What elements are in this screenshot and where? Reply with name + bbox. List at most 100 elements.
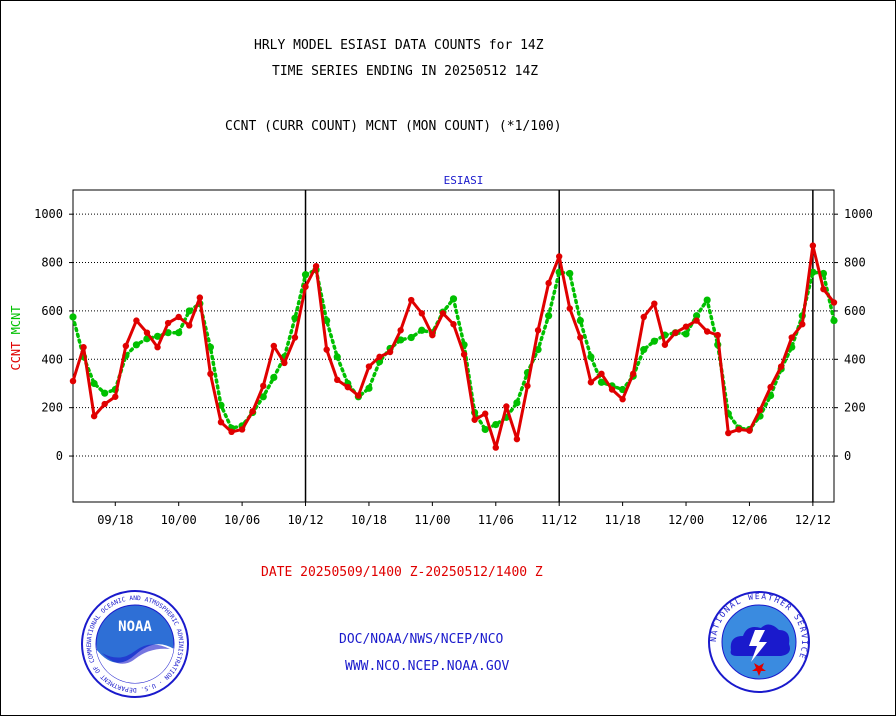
x-tick-label-8: 11/18 (605, 513, 641, 527)
series-1-point-18 (259, 393, 267, 401)
series-1-point-9 (164, 329, 172, 337)
series-0-point-71 (820, 285, 827, 293)
series-0-point-36 (450, 321, 457, 328)
url-link[interactable]: WWW.NCO.NCEP.NOAA.GOV (345, 659, 510, 674)
series-0-point-20 (281, 359, 288, 367)
series-0-line (71, 244, 836, 450)
series-1-point-47 (566, 269, 574, 278)
y-tick-label-left-1: 200 (41, 401, 63, 415)
series-0-point-39 (482, 410, 489, 417)
series-0-point-7 (143, 329, 151, 336)
series-0-point-35 (439, 310, 447, 317)
series-1-point-8 (153, 332, 162, 340)
series-0-point-33 (418, 310, 425, 317)
y-tick-label-left-0: 0 (56, 449, 63, 463)
series-0-point-25 (334, 376, 341, 384)
series-1-point-25 (333, 353, 341, 361)
series-0-point-11 (186, 322, 193, 329)
series-1-point-44 (534, 346, 542, 354)
noaa-logo-text: NOAA (118, 619, 152, 635)
series-0-point-0 (69, 377, 77, 385)
series-0-point-38 (471, 416, 478, 423)
series-0-point-43 (524, 382, 531, 390)
series-0-point-51 (608, 386, 616, 393)
series-1-point-24 (323, 317, 331, 325)
series-0-point-32 (408, 296, 415, 304)
subtitle: CCNT (CURR COUNT) MCNT (MON COUNT) (*1/1… (225, 119, 562, 134)
y-tick-label-right-4: 800 (844, 256, 866, 270)
series-0-point-60 (703, 328, 711, 335)
series-1-point-54 (640, 346, 648, 354)
y-tick-label-right-0: 0 (844, 449, 851, 463)
y-tick-label-right-5: 1000 (844, 207, 873, 221)
y-tick-label-left-5: 1000 (34, 207, 63, 221)
series-0-point-4 (112, 393, 119, 400)
series-1-point-71 (819, 269, 828, 278)
series-0-point-42 (513, 435, 521, 443)
series-0-point-44 (534, 327, 542, 334)
org-text: DOC/NOAA/NWS/NCEP/NCO (339, 632, 504, 647)
series-1-point-72 (830, 317, 838, 325)
series-0-point-61 (714, 331, 721, 339)
series-0-point-68 (788, 334, 795, 341)
series-0-point-48 (577, 334, 584, 341)
x-tick-label-6: 11/06 (478, 513, 514, 527)
series-0-point-12 (196, 294, 204, 301)
x-tick-label-11: 12/12 (795, 513, 831, 527)
series-1-point-58 (682, 330, 690, 338)
x-tick-label-5: 11/00 (414, 513, 450, 527)
series-0-point-45 (545, 279, 552, 287)
series-0-point-41 (503, 403, 510, 410)
series-0-point-53 (629, 370, 637, 378)
series-0-point-28 (365, 363, 373, 370)
title-line-1: HRLY MODEL ESIASI DATA COUNTS for 14Z (254, 38, 544, 53)
series-0-point-40 (492, 444, 499, 451)
series-1-point-48 (576, 317, 584, 325)
series-0-point-30 (386, 348, 394, 356)
series-1-point-21 (291, 314, 299, 322)
y-tick-label-right-2: 400 (844, 352, 866, 366)
series-1-point-39 (481, 425, 489, 434)
y-tick-label-left-4: 800 (41, 256, 63, 270)
noaa-logo: NOAA NATIONAL OCEANIC AND ATMOSPHERIC AD… (80, 589, 189, 698)
series-0-point-23 (312, 262, 320, 270)
series-0-point-16 (238, 426, 246, 433)
series-1-point-33 (418, 326, 426, 334)
series-1-point-60 (703, 296, 711, 304)
nws-logo: NATIONAL WEATHER SERVICE (708, 591, 810, 693)
series-0-point-22 (302, 283, 309, 290)
series-0-point-64 (746, 427, 753, 434)
x-tick-label-2: 10/06 (224, 513, 260, 527)
series-1-point-50 (597, 378, 606, 386)
chart: 0 0 200 200 400 400 600 600 800 800 1000 1000 09/18 1… (9, 174, 873, 527)
x-tick-label-10: 12/06 (731, 513, 767, 527)
series-1-point-10 (175, 329, 183, 337)
series-0-point-27 (355, 392, 362, 399)
series-1-point-49 (587, 353, 595, 361)
series-1-point-22 (301, 271, 310, 279)
series-1-point-70 (809, 268, 817, 276)
series-1-point-3 (101, 389, 109, 397)
series-0-point-26 (344, 383, 352, 391)
series-1-point-28 (365, 384, 373, 392)
chart-title: ESIASI (444, 174, 484, 187)
series-0-point-63 (735, 426, 743, 433)
series-1-point-55 (650, 337, 658, 345)
series-1-point-0 (69, 313, 77, 321)
x-tick-label-7: 11/12 (541, 513, 577, 527)
series-0-point-5 (122, 342, 130, 350)
series-0-point-58 (682, 323, 690, 330)
series-0-point-46 (555, 253, 563, 260)
series-0-point-62 (725, 429, 732, 437)
series-1-point-42 (513, 399, 521, 407)
series-0-point-14 (217, 418, 225, 426)
series-0-point-1 (80, 344, 87, 351)
series-1-point-2 (90, 379, 98, 388)
y-tick-label-right-1: 200 (844, 401, 866, 415)
series-0-point-72 (830, 299, 838, 306)
series-0-point-13 (207, 370, 214, 378)
series-0-point-3 (101, 400, 108, 408)
x-tick-label-9: 12/00 (668, 513, 704, 527)
series-0-point-6 (133, 317, 140, 324)
series-1-point-59 (692, 312, 701, 320)
